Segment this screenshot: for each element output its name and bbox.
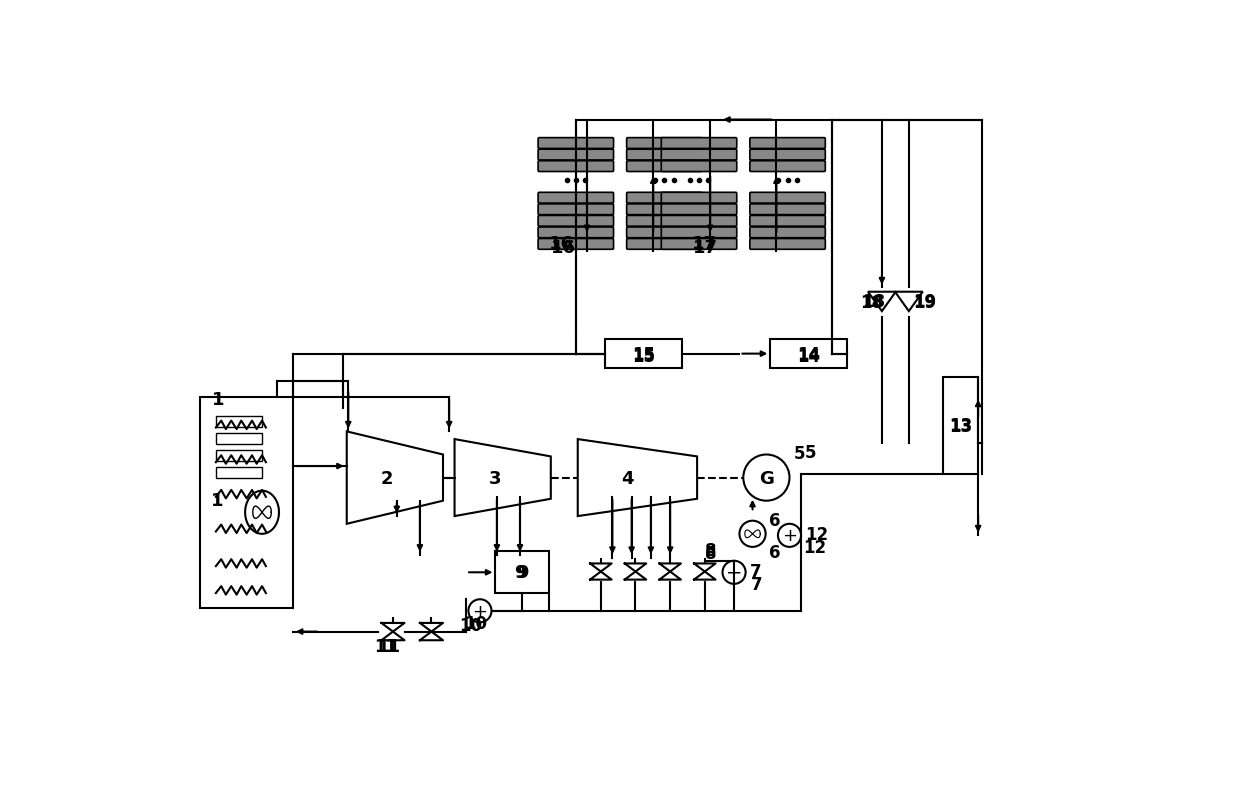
Text: 8: 8	[704, 545, 717, 563]
Text: 17: 17	[693, 238, 718, 256]
Bar	[495, 551, 549, 594]
Text: 15: 15	[631, 347, 655, 366]
Circle shape	[739, 521, 765, 547]
FancyBboxPatch shape	[626, 217, 702, 227]
Text: 19: 19	[913, 294, 936, 311]
Text: G: G	[759, 469, 774, 487]
Text: +: +	[472, 602, 487, 620]
Polygon shape	[868, 292, 895, 311]
FancyBboxPatch shape	[750, 228, 826, 238]
FancyBboxPatch shape	[538, 228, 614, 238]
FancyBboxPatch shape	[626, 239, 702, 250]
Text: 18: 18	[863, 293, 885, 311]
FancyBboxPatch shape	[626, 228, 702, 238]
Polygon shape	[455, 440, 551, 517]
Text: 1: 1	[212, 391, 224, 409]
Circle shape	[743, 455, 790, 501]
Text: 14: 14	[797, 345, 821, 363]
Polygon shape	[347, 431, 443, 524]
Text: 5: 5	[805, 444, 816, 461]
Text: 6: 6	[769, 543, 780, 561]
Bar	[216, 417, 262, 427]
Text: 14: 14	[797, 347, 821, 366]
Bar	[216, 450, 262, 461]
Text: 10: 10	[459, 616, 482, 634]
Text: 6: 6	[770, 511, 781, 529]
Text: 5: 5	[794, 444, 805, 463]
FancyBboxPatch shape	[661, 161, 737, 172]
FancyBboxPatch shape	[626, 161, 702, 172]
Bar	[770, 340, 847, 369]
Text: +: +	[782, 526, 797, 545]
FancyBboxPatch shape	[661, 228, 737, 238]
FancyBboxPatch shape	[750, 217, 826, 227]
Bar	[605, 340, 682, 369]
FancyBboxPatch shape	[538, 150, 614, 161]
Bar	[201, 397, 293, 609]
FancyBboxPatch shape	[661, 217, 737, 227]
Text: 10: 10	[465, 614, 487, 632]
FancyBboxPatch shape	[626, 150, 702, 161]
Bar	[216, 467, 262, 478]
Text: 18: 18	[861, 294, 883, 311]
Text: 7: 7	[749, 563, 761, 581]
Text: 13: 13	[949, 418, 972, 436]
Text: 9: 9	[516, 564, 528, 581]
FancyBboxPatch shape	[750, 239, 826, 250]
Circle shape	[777, 524, 801, 547]
Text: 15: 15	[631, 345, 655, 363]
Bar	[944, 378, 978, 474]
FancyBboxPatch shape	[661, 139, 737, 149]
Text: 11: 11	[378, 637, 401, 655]
Text: 2: 2	[381, 469, 393, 487]
FancyBboxPatch shape	[626, 193, 702, 204]
FancyBboxPatch shape	[750, 193, 826, 204]
Text: 12: 12	[804, 539, 827, 556]
FancyBboxPatch shape	[538, 161, 614, 172]
FancyBboxPatch shape	[661, 193, 737, 204]
Polygon shape	[895, 292, 923, 311]
Text: 1: 1	[211, 491, 223, 509]
FancyBboxPatch shape	[661, 239, 737, 250]
FancyBboxPatch shape	[626, 139, 702, 149]
Text: 19: 19	[913, 293, 936, 311]
Text: 16: 16	[551, 238, 575, 256]
FancyBboxPatch shape	[538, 193, 614, 204]
Circle shape	[723, 561, 745, 584]
FancyBboxPatch shape	[661, 204, 737, 216]
Text: 13: 13	[950, 417, 972, 435]
FancyBboxPatch shape	[750, 204, 826, 216]
FancyBboxPatch shape	[538, 239, 614, 250]
FancyBboxPatch shape	[538, 217, 614, 227]
Polygon shape	[578, 440, 697, 517]
FancyBboxPatch shape	[626, 204, 702, 216]
Circle shape	[469, 599, 491, 623]
Text: 3: 3	[489, 469, 501, 487]
Text: 11: 11	[373, 637, 397, 655]
FancyBboxPatch shape	[750, 139, 826, 149]
Text: 4: 4	[621, 469, 634, 487]
Text: 9: 9	[515, 563, 526, 581]
Text: +: +	[725, 563, 743, 582]
Bar	[216, 433, 262, 444]
Text: 12: 12	[805, 526, 828, 543]
Text: 17: 17	[692, 235, 717, 253]
Text: 7: 7	[751, 576, 763, 594]
Text: 8: 8	[704, 542, 717, 560]
Text: 16: 16	[549, 235, 574, 253]
FancyBboxPatch shape	[538, 139, 614, 149]
FancyBboxPatch shape	[661, 150, 737, 161]
FancyBboxPatch shape	[750, 150, 826, 161]
FancyBboxPatch shape	[538, 204, 614, 216]
FancyBboxPatch shape	[750, 161, 826, 172]
